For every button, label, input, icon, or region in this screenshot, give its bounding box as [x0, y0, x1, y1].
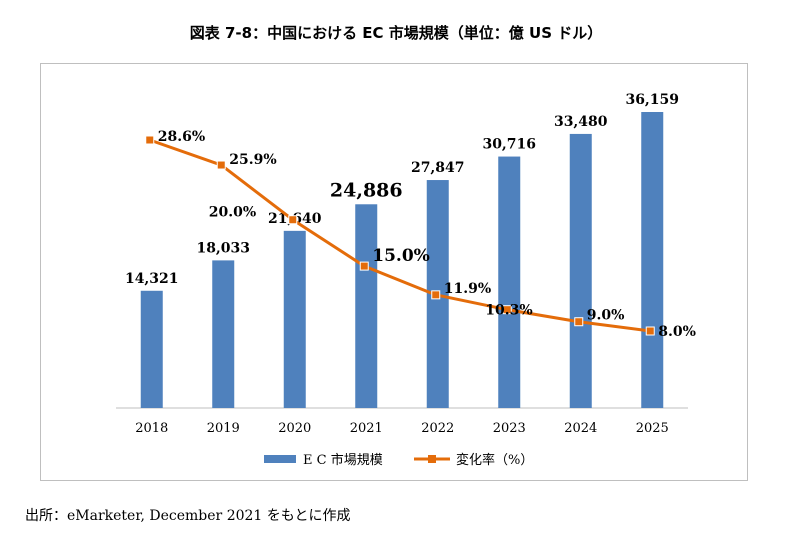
- bar-2025: [641, 112, 664, 408]
- legend-bar-label: E C 市場規模: [303, 452, 383, 468]
- line-marker: [359, 261, 369, 271]
- line-marker: [145, 135, 155, 145]
- bar-2019: [212, 260, 235, 408]
- legend: E C 市場規模 変化率（%）: [264, 452, 533, 468]
- x-tick-label: 2019: [207, 421, 240, 436]
- chart-frame: [40, 63, 748, 481]
- line-marker: [574, 317, 584, 327]
- bar-value-label: 24,886: [330, 179, 403, 201]
- bar-value-label: 33,480: [554, 114, 608, 130]
- line-value-label: 10.3%: [485, 303, 532, 319]
- line-value-label: 28.6%: [158, 129, 205, 145]
- bar-2024: [569, 133, 592, 408]
- line-value-label: 20.0%: [209, 205, 256, 221]
- source-note: 出所：eMarketer, December 2021 をもとに作成: [25, 508, 351, 524]
- x-tick-label: 2018: [135, 421, 168, 436]
- line-value-label: 11.9%: [444, 281, 491, 297]
- chart-title: 図表 7-8：中国における EC 市場規模（単位：億 US ドル）: [189, 24, 603, 42]
- bar-value-label: 14,321: [125, 271, 179, 287]
- line-marker: [502, 305, 512, 315]
- legend-line-label: 変化率（%）: [456, 452, 533, 468]
- x-tick-label: 2020: [278, 421, 311, 436]
- line-marker: [288, 215, 298, 225]
- x-tick-label: 2021: [350, 421, 383, 436]
- line-value-label: 8.0%: [658, 324, 696, 340]
- x-tick-label: 2022: [421, 421, 454, 436]
- bar-value-label: 27,847: [411, 160, 465, 176]
- bar-value-label: 36,159: [625, 92, 679, 108]
- bar-2023: [498, 156, 521, 408]
- bar-2020: [283, 230, 306, 408]
- bar-value-label: 18,033: [196, 240, 250, 256]
- line-marker: [216, 160, 226, 170]
- x-tick-label: 2025: [636, 421, 669, 436]
- line-value-label: 15.0%: [372, 246, 430, 266]
- legend-bar-swatch: [264, 455, 296, 463]
- bar-2021: [355, 204, 378, 408]
- x-tick-label: 2023: [493, 421, 526, 436]
- line-marker: [645, 326, 655, 336]
- x-tick-label: 2024: [564, 421, 597, 436]
- change-rate-line: [149, 138, 651, 333]
- line-marker: [431, 290, 441, 300]
- bar-2018: [140, 290, 163, 408]
- legend-line-marker: [428, 455, 436, 463]
- bar-value-label: 30,716: [482, 137, 536, 153]
- line-value-label: 25.9%: [229, 152, 276, 168]
- line-value-label: 9.0%: [587, 308, 625, 324]
